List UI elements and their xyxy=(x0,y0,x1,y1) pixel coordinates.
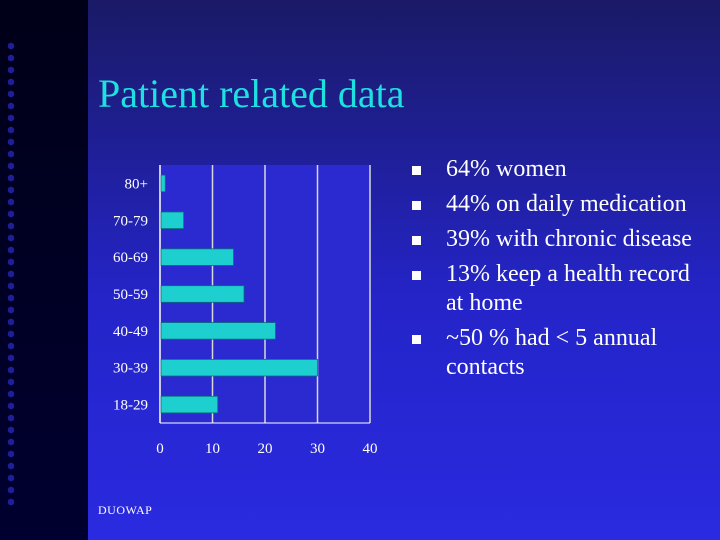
bullet-item: ~50 % had < 5 annual contacts xyxy=(412,324,702,382)
bar xyxy=(160,285,245,303)
bar xyxy=(160,395,219,414)
footer-label: DUOWAP xyxy=(98,503,153,517)
bullet-text: 44% on daily medication xyxy=(446,191,687,217)
left-decorative-band xyxy=(0,0,88,540)
bullet-list: 64% women 44% on daily medication 39% wi… xyxy=(412,155,702,388)
y-tick-label: 80+ xyxy=(125,176,148,192)
slide-title: Patient related data xyxy=(98,71,405,116)
y-tick-label: 60-69 xyxy=(113,250,148,266)
dot-pattern xyxy=(4,40,18,510)
x-tick-label: 40 xyxy=(363,441,378,457)
y-tick-label: 30-39 xyxy=(113,361,148,377)
x-tick-label: 30 xyxy=(310,441,325,457)
bar xyxy=(160,322,276,340)
y-tick-label: 40-49 xyxy=(113,324,148,340)
y-tick-label: 18-29 xyxy=(113,398,148,414)
bar xyxy=(160,211,185,229)
x-tick-label: 20 xyxy=(258,441,273,457)
y-tick-label: 70-79 xyxy=(113,213,148,229)
bar xyxy=(160,248,234,266)
bullet-item: 13% keep a health record at home xyxy=(412,260,702,318)
square-bullet-icon xyxy=(412,271,432,280)
chart-svg: 0 10 20 30 40 80+ 70-79 60-69 50-59 40-49 30-39 18-… xyxy=(113,165,378,457)
x-tick-label: 0 xyxy=(156,441,164,457)
x-tick-label: 10 xyxy=(205,441,220,457)
y-tick-label: 50-59 xyxy=(113,287,148,303)
age-bar-chart: 0 10 20 30 40 80+ 70-79 60-69 50-59 40-49 30-39 18-… xyxy=(98,160,388,465)
bar xyxy=(160,359,318,377)
bullet-text: 13% keep a health record at home xyxy=(446,261,690,316)
bullet-item: 39% with chronic disease xyxy=(412,225,702,254)
square-bullet-icon xyxy=(412,201,432,210)
square-bullet-icon xyxy=(412,166,432,175)
square-bullet-icon xyxy=(412,335,432,344)
bullet-item: 64% women xyxy=(412,155,702,184)
bullet-text: 64% women xyxy=(446,156,567,182)
bullet-item: 44% on daily medication xyxy=(412,190,702,219)
square-bullet-icon xyxy=(412,236,432,245)
bullet-text: ~50 % had < 5 annual contacts xyxy=(446,325,658,380)
bar xyxy=(160,174,166,193)
bullet-text: 39% with chronic disease xyxy=(446,226,692,252)
